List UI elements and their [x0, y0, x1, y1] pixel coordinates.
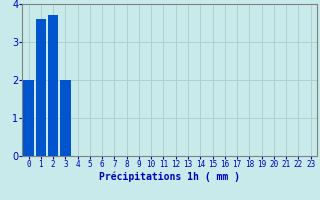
Bar — [23, 80, 34, 156]
Bar — [36, 19, 46, 156]
Bar — [60, 80, 70, 156]
X-axis label: Précipitations 1h ( mm ): Précipitations 1h ( mm ) — [99, 172, 240, 182]
Bar — [48, 15, 58, 156]
